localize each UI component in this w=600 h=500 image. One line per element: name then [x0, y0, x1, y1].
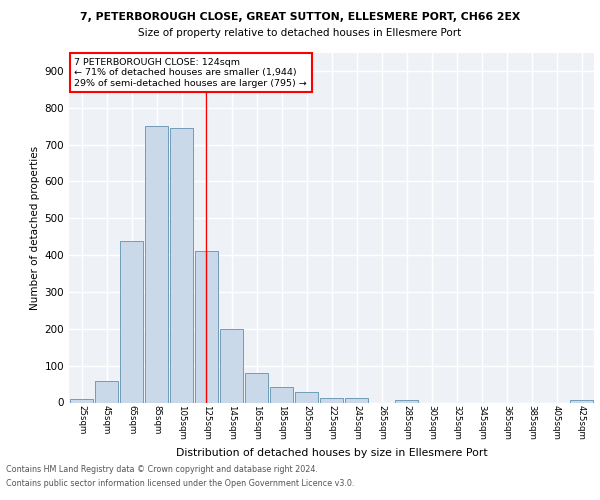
- X-axis label: Distribution of detached houses by size in Ellesmere Port: Distribution of detached houses by size …: [176, 448, 487, 458]
- Bar: [70, 399, 94, 402]
- Bar: [295, 392, 319, 402]
- Bar: [95, 381, 118, 402]
- Bar: [569, 400, 593, 402]
- Bar: [220, 329, 244, 402]
- Bar: [245, 373, 268, 402]
- Bar: [145, 126, 169, 402]
- Bar: [170, 128, 193, 402]
- Y-axis label: Number of detached properties: Number of detached properties: [31, 146, 40, 310]
- Text: 7 PETERBOROUGH CLOSE: 124sqm
← 71% of detached houses are smaller (1,944)
29% of: 7 PETERBOROUGH CLOSE: 124sqm ← 71% of de…: [74, 58, 307, 88]
- Text: Contains public sector information licensed under the Open Government Licence v3: Contains public sector information licen…: [6, 479, 355, 488]
- Bar: [320, 398, 343, 402]
- Bar: [344, 398, 368, 402]
- Text: Contains HM Land Registry data © Crown copyright and database right 2024.: Contains HM Land Registry data © Crown c…: [6, 466, 318, 474]
- Text: 7, PETERBOROUGH CLOSE, GREAT SUTTON, ELLESMERE PORT, CH66 2EX: 7, PETERBOROUGH CLOSE, GREAT SUTTON, ELL…: [80, 12, 520, 22]
- Bar: [119, 241, 143, 402]
- Text: Size of property relative to detached houses in Ellesmere Port: Size of property relative to detached ho…: [139, 28, 461, 38]
- Bar: [194, 252, 218, 402]
- Bar: [269, 387, 293, 402]
- Bar: [395, 400, 418, 402]
